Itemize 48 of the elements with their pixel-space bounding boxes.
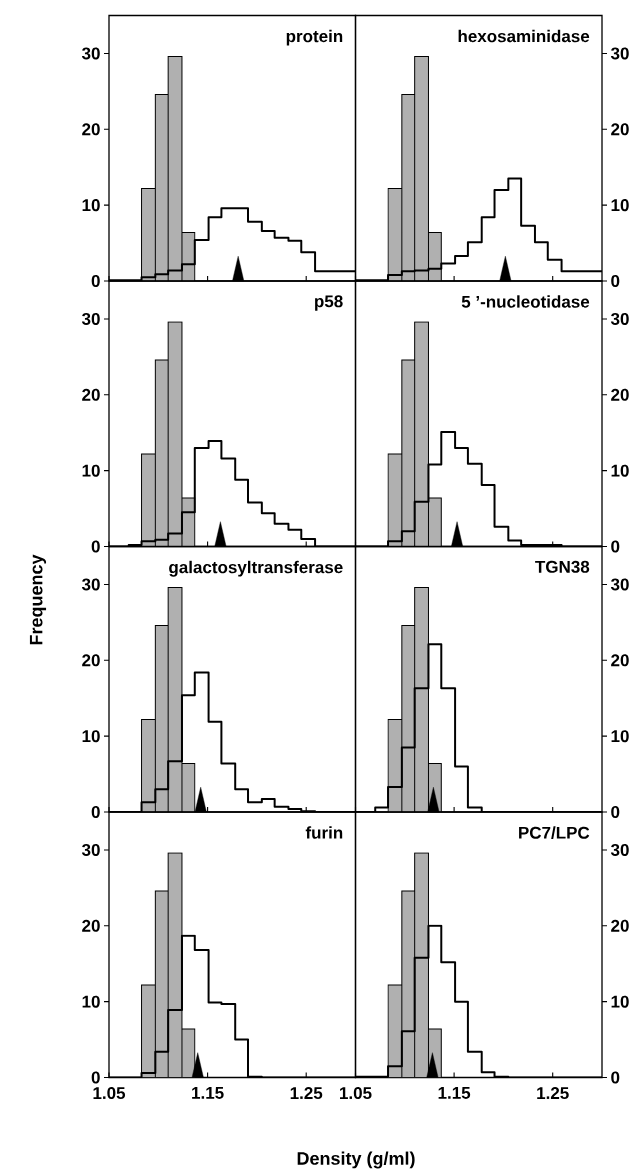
y-tick-label: 20 — [611, 919, 629, 932]
y-axis-title: Frequency — [29, 554, 47, 645]
y-tick-label: 30 — [610, 843, 629, 856]
y-tick-label: 0 — [611, 540, 620, 553]
x-tick-label: 1.05 — [93, 1087, 126, 1100]
text: PC7/LPC — [519, 826, 590, 839]
text: furin — [305, 826, 343, 839]
y-tick-label: 20 — [611, 388, 629, 401]
x-axis-title: Density (g/ml) — [297, 1151, 415, 1169]
y-tick-label: 20 — [611, 123, 629, 136]
y-tick-label: 20 — [82, 388, 100, 401]
text: p58 — [315, 295, 343, 311]
x-tick-label: 1.05 — [340, 1087, 372, 1100]
y-tick-label: 10 — [611, 199, 629, 212]
text: galactosyltransferase — [169, 560, 343, 577]
y-tick-label: 20 — [82, 123, 100, 136]
y-tick-label: 10 — [82, 730, 100, 743]
y-tick-label: 10 — [611, 464, 629, 477]
x-tick-label: 1.15 — [438, 1087, 471, 1099]
y-tick-label: 20 — [611, 654, 629, 667]
y-tick-label: 0 — [611, 805, 620, 819]
text: protein — [286, 29, 343, 46]
y-tick-label: 30 — [81, 843, 100, 856]
y-tick-label: 0 — [91, 1071, 100, 1084]
y-tick-label: 30 — [81, 578, 100, 591]
text: 5 ’-nucleotidase — [461, 295, 590, 308]
y-tick-label: 10 — [82, 464, 100, 477]
y-tick-label: 30 — [610, 47, 629, 60]
y-tick-label: 0 — [91, 540, 100, 553]
y-tick-label: 30 — [81, 47, 100, 60]
y-tick-label: 20 — [82, 919, 100, 932]
y-tick-label: 0 — [611, 1071, 620, 1084]
y-tick-label: 10 — [82, 995, 100, 1008]
x-tick-label: 1.25 — [290, 1087, 323, 1100]
y-tick-label: 30 — [610, 312, 629, 325]
y-tick-label: 0 — [611, 274, 620, 288]
x-tick-label: 1.25 — [537, 1087, 569, 1100]
text: hexosaminidase — [458, 29, 590, 43]
y-tick-label: 0 — [91, 274, 100, 288]
y-tick-label: 0 — [91, 805, 100, 819]
y-tick-label: 30 — [610, 578, 629, 591]
y-tick-label: 20 — [82, 654, 100, 667]
y-tick-label: 30 — [81, 312, 100, 325]
y-tick-label: 10 — [611, 995, 629, 1008]
x-tick-label: 1.15 — [192, 1087, 224, 1099]
text: TGN38 — [535, 560, 590, 573]
y-tick-label: 10 — [611, 730, 629, 743]
y-tick-label: 10 — [82, 199, 100, 212]
